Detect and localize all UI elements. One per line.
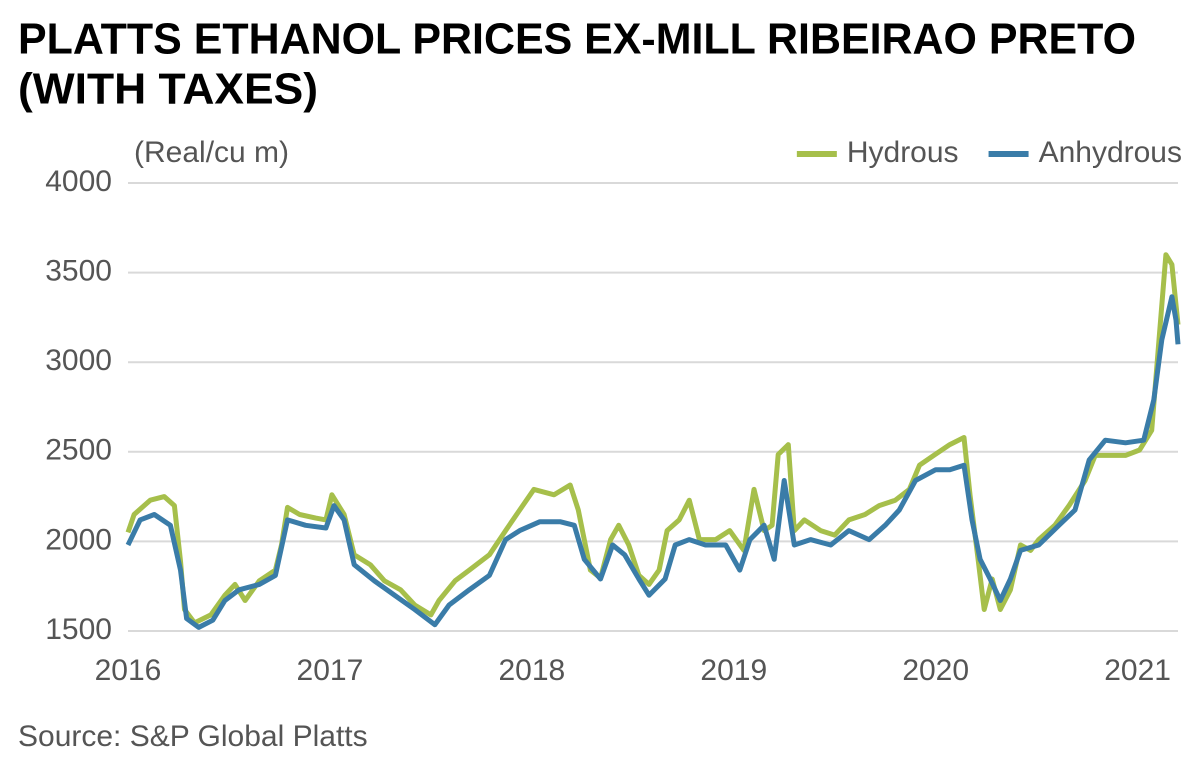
chart-title: (WITH TAXES) <box>18 65 318 114</box>
y-tick-label: 3500 <box>45 255 112 288</box>
y-tick-label: 2000 <box>45 523 112 556</box>
y-axis-label: (Real/cu m) <box>134 136 289 169</box>
chart-title: PLATTS ETHANOL PRICES EX-MILL RIBEIRAO P… <box>18 15 1136 64</box>
x-tick-label: 2017 <box>297 654 364 687</box>
y-tick-label: 4000 <box>45 165 112 198</box>
x-tick-label: 2019 <box>700 654 767 687</box>
x-tick-label: 2018 <box>498 654 565 687</box>
y-tick-label: 3000 <box>45 344 112 377</box>
source: Source: S&P Global Platts <box>18 720 368 753</box>
line-series <box>125 252 1181 626</box>
legend-label: Anhydrous <box>1039 136 1182 169</box>
x-tick-label: 2021 <box>1104 654 1171 687</box>
line-series <box>125 294 1181 630</box>
x-tick-label: 2016 <box>95 654 162 687</box>
y-tick-label: 2500 <box>45 434 112 467</box>
legend-label: Hydrous <box>847 136 959 169</box>
x-tick-label: 2020 <box>902 654 969 687</box>
y-tick-label: 1500 <box>45 613 112 646</box>
